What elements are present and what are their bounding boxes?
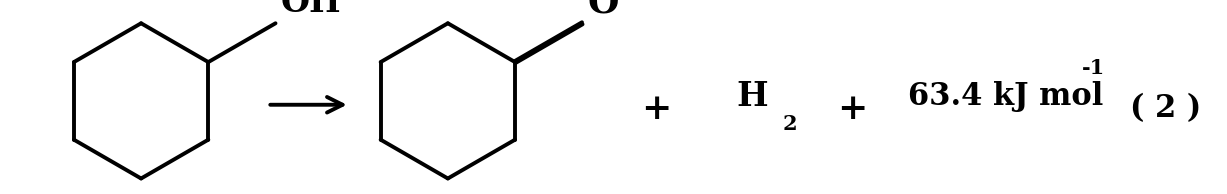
Text: H: H xyxy=(736,81,768,113)
Text: +: + xyxy=(642,92,671,126)
Text: 63.4 kJ mol: 63.4 kJ mol xyxy=(908,81,1103,113)
Text: ( 2 ): ( 2 ) xyxy=(1130,93,1201,124)
Text: +: + xyxy=(838,92,867,126)
Text: O: O xyxy=(588,0,618,19)
Text: OH: OH xyxy=(281,0,341,19)
Text: 2: 2 xyxy=(783,114,798,134)
Text: -1: -1 xyxy=(1082,58,1106,78)
